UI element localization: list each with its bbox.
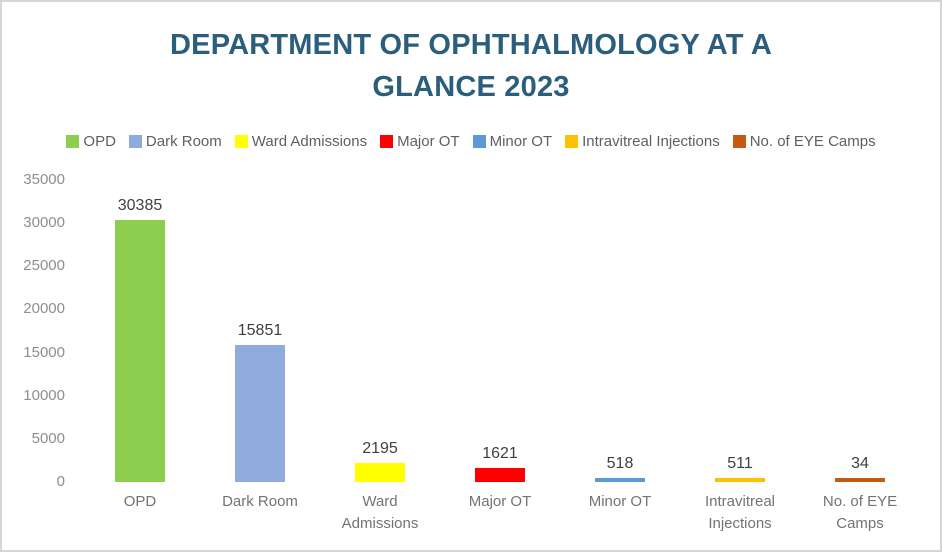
bar-column: 518 [560, 455, 680, 482]
x-axis-category-label: Ward Admissions [341, 493, 419, 532]
bar-data-label: 34 [851, 455, 869, 472]
bar-column: 1621 [440, 445, 560, 482]
y-axis-tick-label: 10000 [23, 386, 65, 404]
legend-item: OPD [66, 133, 116, 150]
legend-item-label: Dark Room [145, 133, 222, 150]
chart-title-line-1: DEPARTMENT OF OPHTHALMOLOGY AT A [170, 29, 772, 61]
legend-swatch-icon [472, 135, 486, 148]
chart-title: DEPARTMENT OF OPHTHALMOLOGY AT A GLANCE … [2, 24, 940, 108]
legend-item: Major OT [380, 133, 460, 150]
x-axis-category-label: Minor OT [588, 493, 652, 510]
bar [715, 478, 765, 482]
bar-column: 15851 [200, 322, 320, 482]
legend-item-label: No. of EYE Camps [749, 133, 876, 150]
y-axis-tick-label: 35000 [23, 171, 65, 188]
bar [475, 468, 525, 482]
x-axis-category-label: Intravitreal Injections [704, 493, 776, 532]
bar [355, 463, 405, 482]
x-axis-category-label: OPD [123, 493, 157, 510]
y-axis-tick-label: 5000 [31, 429, 65, 447]
x-axis-category-label: No. of EYE Camps [822, 493, 898, 532]
bar-data-label: 511 [727, 455, 753, 472]
legend-item-label: Minor OT [489, 133, 553, 150]
legend-item: No. of EYE Camps [732, 133, 876, 150]
y-axis-tick-label: 15000 [23, 343, 65, 361]
y-axis-tick-label: 30000 [23, 214, 65, 232]
y-axis-tick-label: 0 [56, 473, 65, 490]
bar-column: 2195 [320, 440, 440, 482]
x-axis-category-label: Major OT [468, 493, 532, 510]
bar [235, 345, 285, 482]
bar-data-label: 2195 [362, 440, 398, 457]
plot-area: 30385 15851 2195 1621 518 511 34 [80, 180, 920, 482]
bar [115, 220, 165, 482]
legend-swatch-icon [234, 135, 248, 148]
legend-item: Dark Room [128, 133, 222, 150]
y-axis-tick-label: 25000 [23, 257, 65, 275]
x-axis-category-label: Dark Room [222, 493, 298, 510]
bar-data-label: 1621 [482, 445, 518, 462]
bar [595, 478, 645, 482]
bar-column: 511 [680, 455, 800, 482]
chart-title-line-2: GLANCE 2023 [372, 71, 570, 104]
legend-item: Ward Admissions [234, 133, 368, 150]
legend-swatch-icon [66, 135, 80, 148]
legend-swatch-icon [128, 135, 142, 148]
legend-item-label: Major OT [397, 133, 460, 150]
legend-swatch-icon [732, 135, 746, 148]
bar-data-label: 15851 [237, 322, 283, 339]
chart-legend: OPD Dark Room Ward Admissions Major OT Minor… [2, 133, 940, 150]
legend-item: Minor OT [472, 133, 553, 150]
bar-column: 34 [800, 455, 920, 482]
y-axis-tick-label: 20000 [23, 300, 65, 318]
bar-data-label: 30385 [117, 197, 163, 214]
bar [835, 478, 885, 482]
legend-item: Intravitreal Injections [565, 133, 720, 150]
bar-column: 30385 [80, 197, 200, 482]
legend-item-label: Ward Admissions [251, 133, 368, 150]
legend-swatch-icon [565, 135, 579, 148]
x-axis-labels: OPD Dark Room Ward Admissions Major OT Minor… [80, 491, 920, 535]
legend-item-label: OPD [83, 133, 116, 150]
legend-item-label: Intravitreal Injections [582, 133, 720, 150]
legend-swatch-icon [380, 135, 394, 148]
bar-data-label: 518 [606, 455, 634, 472]
